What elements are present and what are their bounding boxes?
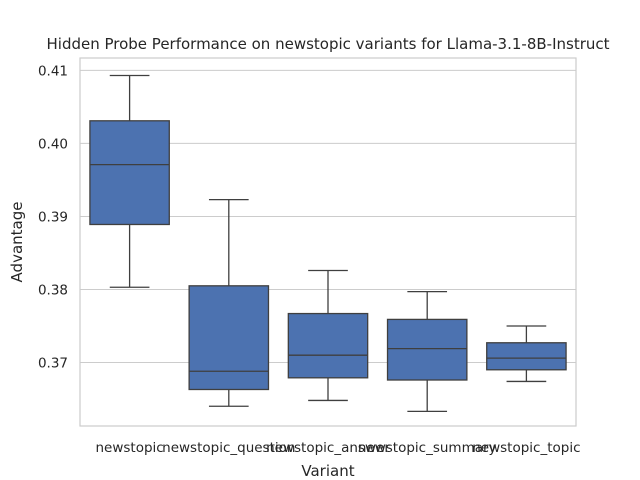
x-tick-label: newstopic [95, 440, 163, 456]
y-tick-labels: 0.37 0.38 0.39 0.40 0.41 [38, 63, 68, 371]
x-tick-label: newstopic_answer [266, 440, 390, 456]
x-tick-label: newstopic_summary [358, 440, 497, 456]
x-tick-label: newstopic_topic [472, 440, 580, 456]
iqr-box [386, 318, 468, 381]
plot-frame [79, 57, 577, 427]
x-tick-label: newstopic_question [162, 440, 295, 456]
box-newstopic_summary [386, 291, 468, 413]
iqr-box [486, 342, 567, 371]
y-tick-label: 0.38 [38, 282, 68, 298]
x-tick-labels: newstopicnewstopic_questionnewstopic_ans… [95, 440, 580, 456]
boxes [89, 74, 567, 413]
y-tick-label: 0.41 [38, 63, 68, 79]
iqr-box [287, 312, 369, 379]
box-newstopic [89, 74, 170, 288]
box-newstopic_question [188, 199, 270, 407]
y-tick-label: 0.39 [38, 209, 68, 225]
iqr-box [188, 285, 270, 391]
y-axis-label: Advantage [8, 202, 26, 283]
y-tick-label: 0.37 [38, 355, 68, 371]
x-axis-label: Variant [301, 462, 354, 480]
chart-title: Hidden Probe Performance on newstopic va… [47, 35, 610, 53]
box-newstopic_topic [486, 325, 567, 383]
y-tick-label: 0.40 [38, 136, 68, 152]
box-newstopic_answer [287, 269, 369, 402]
iqr-box [89, 120, 170, 226]
